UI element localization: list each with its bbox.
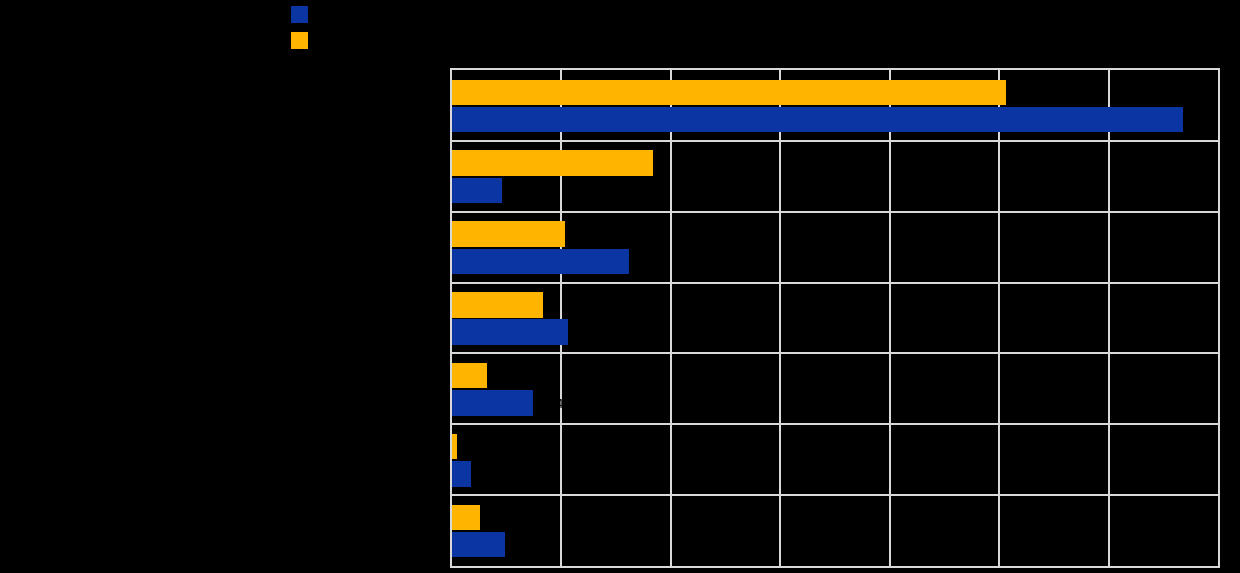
bar-blue-series-row-4 (452, 319, 568, 345)
value-label-blue-series-row-5: 0,74 (537, 395, 564, 411)
gridline-vertical (669, 70, 672, 566)
value-label-blue-series-row-4: 1,06 (572, 324, 599, 340)
plot-grid: 6,68 0,46 1,62 1,06 0,74 0,17 0,48 (452, 70, 1218, 566)
bar-orange-series-row-3 (452, 221, 565, 247)
bar-orange-series-row-7 (452, 504, 481, 531)
gridline-vertical (560, 70, 563, 566)
legend-item-blue-series (291, 6, 451, 23)
bar-blue-series-row-2 (452, 177, 503, 204)
value-label-blue-series-row-2: 0,46 (507, 182, 533, 198)
bar-blue-series-row-5 (452, 390, 533, 416)
bar-orange-series-row-1 (452, 79, 1006, 106)
bar-blue-series-row-7 (452, 531, 505, 558)
bar-orange-series-row-4 (452, 292, 543, 318)
gridline-horizontal (452, 352, 1218, 355)
bar-blue-series-row-1 (452, 106, 1183, 133)
gridline-vertical (888, 70, 891, 566)
value-label-blue-series-row-3: 1,62 (634, 253, 660, 269)
gridline-horizontal (452, 139, 1218, 142)
gridline-vertical (779, 70, 782, 566)
gridline-horizontal (452, 423, 1218, 426)
value-label-blue-series-row-6: 0,17 (475, 466, 501, 482)
value-label-blue-series-row-7: 0,48 (509, 537, 535, 553)
bar-blue-series-row-3 (452, 248, 630, 275)
bar-orange-series-row-5 (452, 362, 488, 389)
gridline-horizontal (452, 210, 1218, 213)
bar-blue-series-row-6 (452, 461, 471, 487)
value-label-blue-series-row-1: 6,68 (1187, 112, 1214, 128)
gridline-horizontal (452, 494, 1218, 497)
gridline-vertical (998, 70, 1001, 566)
gridline-horizontal (452, 281, 1218, 284)
legend-swatch-orange-series (291, 32, 308, 49)
legend-item-orange-series (291, 32, 451, 49)
legend-swatch-blue-series (291, 6, 308, 23)
bar-orange-series-row-6 (452, 433, 458, 460)
bar-orange-series-row-2 (452, 150, 654, 176)
gridline-vertical (1107, 70, 1110, 566)
plot-area: 6,68 0,46 1,62 1,06 0,74 0,17 0,48 (450, 68, 1220, 568)
